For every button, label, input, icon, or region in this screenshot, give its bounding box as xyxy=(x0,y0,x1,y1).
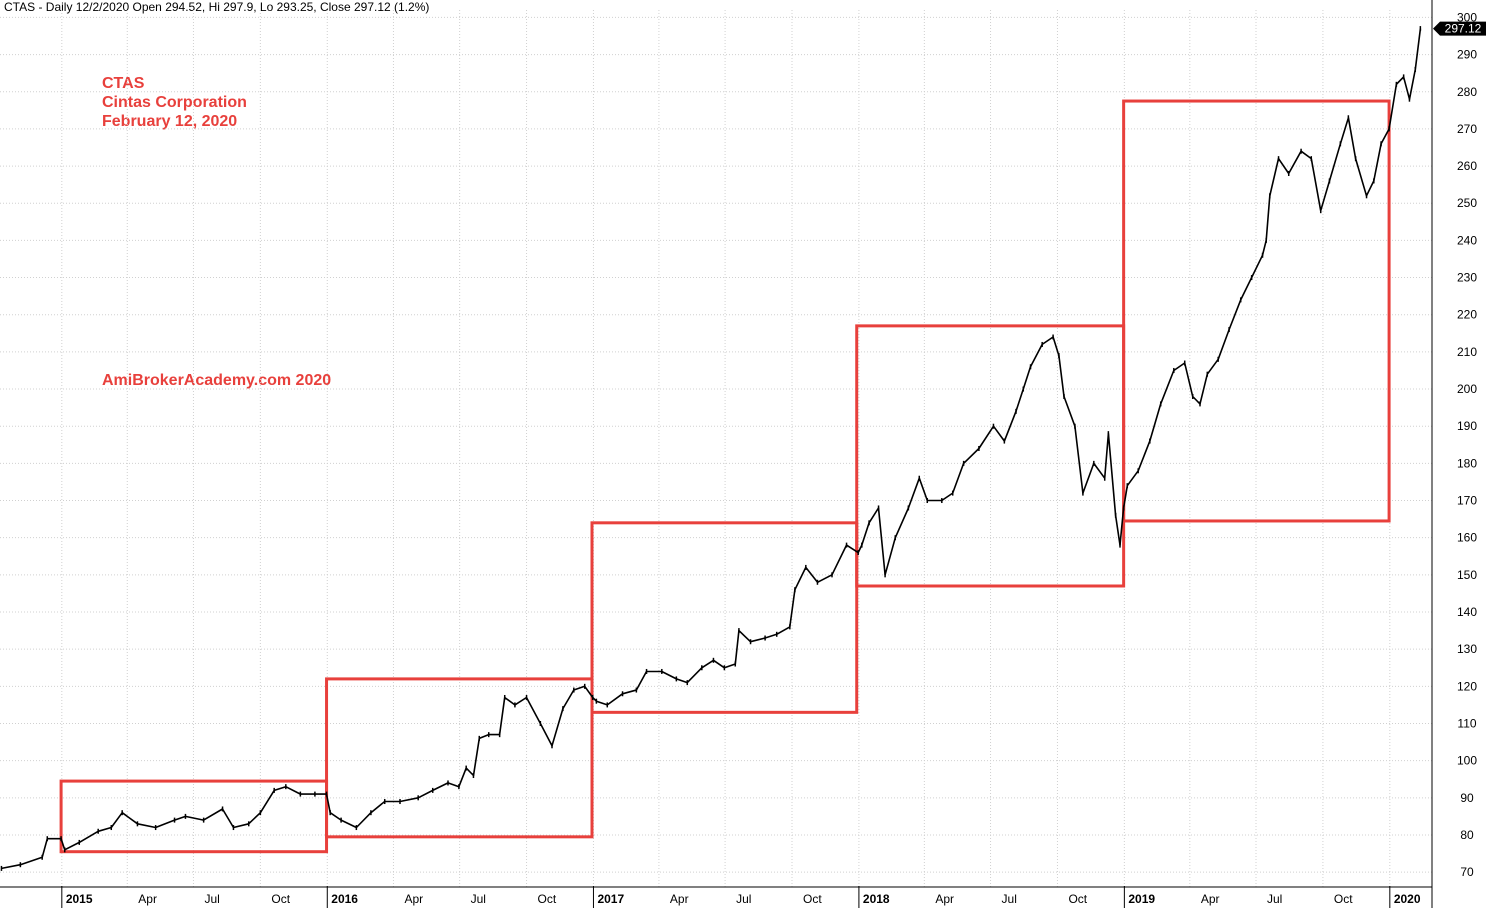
y-tick-label: 280 xyxy=(1457,85,1477,99)
y-tick-label: 210 xyxy=(1457,345,1477,359)
price-layer xyxy=(0,26,1422,871)
x-tick-label: Oct xyxy=(538,892,557,906)
annotation-watermark: AmiBrokerAcademy.com 2020 xyxy=(102,372,332,389)
x-tick-label: 2016 xyxy=(331,892,358,906)
year-range-box xyxy=(325,677,594,839)
x-tick-label: Apr xyxy=(935,892,954,906)
y-tick-label: 100 xyxy=(1457,754,1477,768)
y-tick-label: 190 xyxy=(1457,419,1477,433)
x-tick-label: Oct xyxy=(1068,892,1087,906)
annotation-date: February 12, 2020 xyxy=(102,113,238,130)
y-tick-label: 110 xyxy=(1457,716,1476,730)
x-tick-label: Apr xyxy=(404,892,423,906)
y-tick-label: 270 xyxy=(1457,122,1477,136)
x-tick-label: Jul xyxy=(1267,892,1282,906)
x-tick-label: Apr xyxy=(1201,892,1220,906)
y-tick-label: 260 xyxy=(1457,159,1477,173)
x-tick-label: 2020 xyxy=(1394,892,1421,906)
last-price-marker xyxy=(1433,21,1486,36)
y-tick-label: 180 xyxy=(1457,456,1477,470)
y-tick-label: 250 xyxy=(1457,196,1477,210)
x-tick-label: Jul xyxy=(1002,892,1017,906)
annotation-company: Cintas Corporation xyxy=(102,94,247,111)
y-tick-label: 120 xyxy=(1457,679,1477,693)
x-tick-label: 2017 xyxy=(597,892,624,906)
y-tick-label: 150 xyxy=(1457,568,1477,582)
x-tick-label: Jul xyxy=(204,892,219,906)
x-tick-label: 2018 xyxy=(863,892,890,906)
y-tick-label: 90 xyxy=(1460,791,1474,805)
chart-header: CTAS - Daily 12/2/2020 Open 294.52, Hi 2… xyxy=(4,0,430,14)
y-tick-label: 200 xyxy=(1457,382,1477,396)
price-line xyxy=(1,28,1422,870)
last-price-label: 297.12 xyxy=(1445,22,1482,36)
x-tick-label: Oct xyxy=(803,892,822,906)
x-tick-label: Apr xyxy=(138,892,157,906)
year-range-box xyxy=(1122,99,1391,523)
y-tick-label: 140 xyxy=(1457,605,1477,619)
x-tick-label: 2019 xyxy=(1128,892,1155,906)
y-tick-label: 220 xyxy=(1457,308,1477,322)
y-tick-label: 300 xyxy=(1457,10,1477,24)
grid-layer xyxy=(0,10,1432,887)
x-tick-label: Jul xyxy=(736,892,751,906)
year-range-box xyxy=(590,521,859,714)
y-tick-label: 290 xyxy=(1457,48,1477,62)
y-tick-label: 170 xyxy=(1457,494,1477,508)
annotation-ticker: CTAS xyxy=(102,75,145,92)
y-tick-label: 240 xyxy=(1457,233,1477,247)
y-tick-label: 80 xyxy=(1460,828,1474,842)
y-tick-label: 230 xyxy=(1457,271,1477,285)
x-tick-label: Oct xyxy=(271,892,290,906)
x-tick-label: Jul xyxy=(471,892,486,906)
y-tick-label: 160 xyxy=(1457,531,1477,545)
y-tick-label: 130 xyxy=(1457,642,1477,656)
y-tick-label: 70 xyxy=(1460,865,1474,879)
x-tick-label: 2015 xyxy=(66,892,93,906)
x-tick-label: Oct xyxy=(1334,892,1353,906)
x-tick-label: Apr xyxy=(670,892,689,906)
year-box-layer xyxy=(59,99,1391,854)
